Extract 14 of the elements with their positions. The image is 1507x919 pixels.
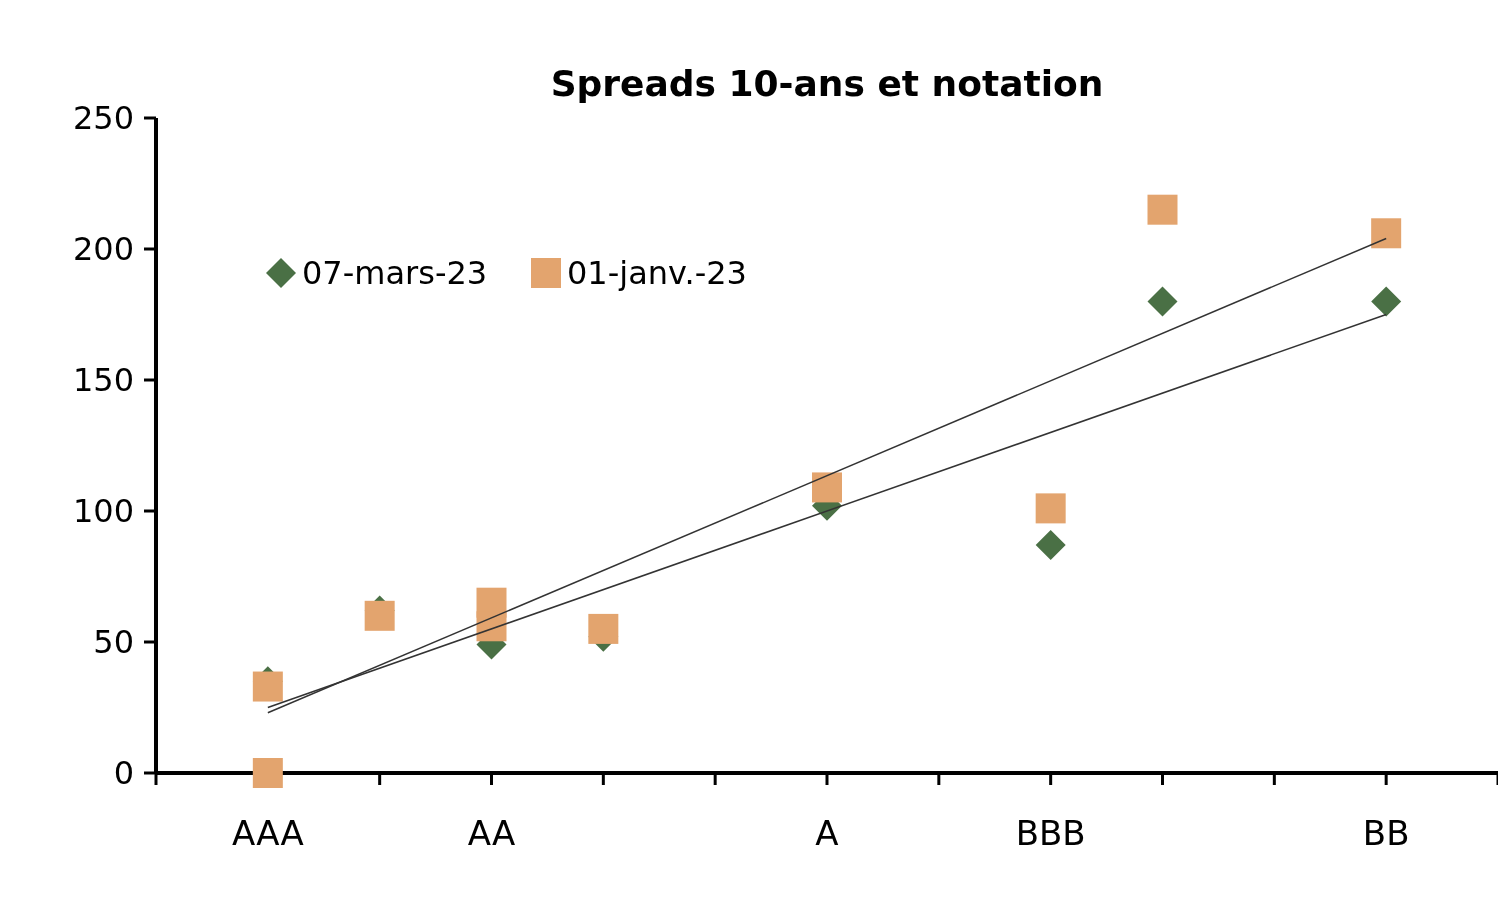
y-tick-label: 200 (72, 230, 134, 269)
legend-label: 07-mars-23 (302, 254, 488, 293)
y-tick-label: 250 (72, 99, 134, 138)
x-tick-label: A (815, 813, 839, 853)
x-tick-label: BB (1362, 813, 1410, 853)
chart-title: Spreads 10-ans et notation (550, 63, 1104, 104)
y-tick-label: 100 (72, 492, 134, 531)
y-tick-label: 50 (93, 623, 134, 662)
x-tick-label: AAA (232, 813, 304, 853)
x-tick-label: AA (467, 813, 516, 853)
y-tick-label: 0 (113, 754, 134, 793)
y-tick-label: 150 (72, 361, 134, 400)
legend-label: 01-janv.-23 (567, 254, 747, 293)
x-tick-label: BBB (1015, 813, 1086, 853)
